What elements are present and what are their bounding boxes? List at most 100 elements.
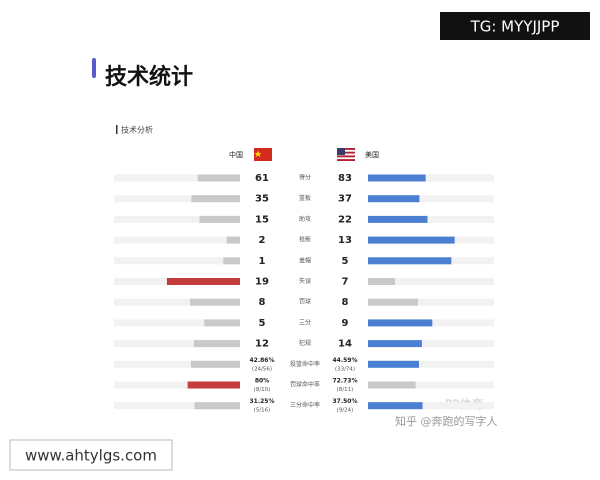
row-label: 盖帽	[299, 256, 311, 264]
bar-left	[190, 298, 240, 306]
title: 技术统计	[105, 64, 193, 90]
value: 35	[255, 194, 269, 205]
bar-right	[368, 402, 423, 410]
track	[368, 298, 494, 306]
track	[114, 381, 240, 389]
row-label: 犯规	[299, 339, 311, 347]
value-label: 37.50%	[333, 398, 358, 405]
value: 22	[338, 214, 352, 225]
value-detail: (24/56)	[252, 366, 272, 372]
bar-left	[204, 319, 240, 327]
value-detail: (8/11)	[337, 387, 354, 393]
row-label: 抢断	[299, 236, 311, 244]
value-label: 80%	[255, 378, 269, 385]
track	[368, 360, 494, 368]
value: 14	[338, 339, 352, 350]
bar-right	[368, 381, 416, 389]
team-right: 美国	[365, 150, 379, 159]
value: 19	[255, 277, 269, 288]
watermark-bottom: www.ahtylgs.com	[25, 447, 157, 465]
value-label: 44.59%	[333, 357, 358, 364]
watermark-box	[440, 12, 590, 40]
value-detail: (8/10)	[254, 387, 271, 393]
value: 37	[338, 194, 352, 205]
value: 13	[338, 235, 352, 246]
track	[114, 236, 240, 244]
track	[114, 319, 240, 327]
track	[114, 402, 240, 410]
track	[368, 381, 494, 389]
watermark-top: TG: MYYJJPP	[470, 18, 560, 36]
bar-right	[368, 195, 420, 203]
track	[114, 215, 240, 223]
track	[368, 174, 494, 182]
track	[368, 278, 494, 285]
bar-left	[193, 340, 240, 348]
row-label: 篮板	[299, 194, 311, 202]
watermark-bottom-box	[9, 439, 173, 471]
bar-right	[368, 215, 428, 223]
track	[368, 215, 494, 223]
bar-left	[166, 278, 240, 285]
title-accent	[92, 58, 96, 78]
value-detail: (9/24)	[337, 408, 354, 414]
value: 8	[259, 297, 266, 308]
track	[368, 402, 494, 410]
value-detail: (5/16)	[254, 408, 271, 414]
subtitle-accent	[116, 125, 118, 134]
value: 8	[342, 297, 349, 308]
team-left: 中国	[229, 150, 243, 159]
track	[368, 340, 494, 348]
value: 12	[255, 339, 269, 350]
track	[114, 298, 240, 306]
subtitle: 技术分析	[121, 125, 153, 135]
row-label: 投篮命中率	[290, 360, 320, 368]
bar-right	[368, 257, 452, 265]
value: 15	[255, 214, 269, 225]
flag-star	[254, 150, 262, 157]
bar-right	[368, 298, 418, 306]
bar-right	[368, 174, 426, 182]
bar-left	[223, 257, 240, 265]
value: 9	[342, 318, 349, 329]
row-label: 助攻	[299, 215, 311, 223]
value: 2	[259, 235, 266, 246]
bar-left	[190, 360, 240, 368]
value-label: 72.73%	[333, 378, 358, 385]
row-label: 罚球命中率	[290, 381, 320, 389]
bar-left	[199, 215, 240, 223]
bar-left	[197, 174, 240, 182]
row-label: 失误	[299, 277, 311, 285]
value: 5	[259, 318, 266, 329]
flag-cn	[254, 148, 272, 161]
value: 61	[255, 173, 269, 184]
row-label: 三分命中率	[290, 401, 320, 409]
track	[114, 195, 240, 203]
value-label: 31.25%	[250, 398, 275, 405]
bar-left	[191, 195, 240, 203]
track	[114, 360, 240, 368]
bar-right	[368, 360, 419, 368]
bar-left	[187, 381, 240, 389]
track	[114, 174, 240, 182]
value-detail: (33/74)	[335, 366, 355, 372]
value: 5	[342, 256, 349, 267]
watermark-source: 知乎 @奔跑的写字人	[395, 414, 498, 428]
row-label: 三分	[299, 318, 311, 326]
flag-us	[337, 148, 355, 161]
row-label: 得分	[299, 174, 311, 182]
bar-right	[368, 340, 422, 348]
track	[114, 257, 240, 265]
bar-left	[194, 402, 240, 410]
value: 83	[338, 173, 352, 184]
value-label: 42.86%	[250, 357, 275, 364]
bar-right	[368, 236, 455, 244]
value: 7	[342, 277, 349, 288]
track	[368, 195, 494, 203]
track	[114, 340, 240, 348]
bar-left	[226, 236, 240, 244]
row-label: 罚球	[299, 298, 311, 306]
bar-right	[368, 319, 433, 327]
